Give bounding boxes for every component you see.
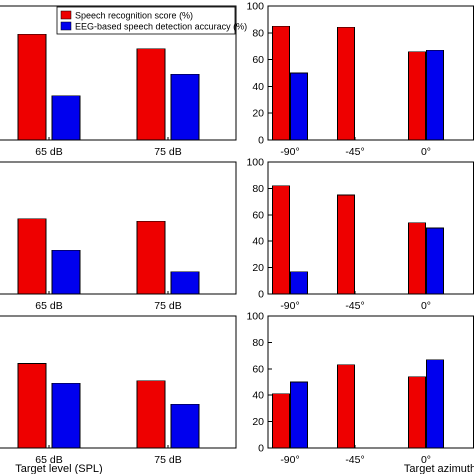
y-tick-label: 20 (252, 416, 264, 428)
y-tick-label: 80 (252, 337, 264, 349)
speech-bar-p4-c1 (272, 185, 290, 295)
x-tick-label: -45° (345, 146, 364, 158)
axis-box (0, 315, 237, 449)
y-tick-label: 0 (258, 289, 264, 301)
axis-box (0, 5, 237, 141)
speech-bar-p6-c1 (272, 393, 290, 449)
x-tick-label: 65 dB (35, 454, 62, 466)
legend-label-eeg: EEG-based speech detection accuracy (%) (75, 22, 247, 32)
x-tick-label: -90° (280, 454, 299, 466)
axis-box (0, 161, 237, 295)
y-tick-label: 60 (252, 363, 264, 375)
x-tick-label: -90° (280, 300, 299, 312)
chart-panel-2: -90° -45° 0° 0 20 40 60 80 100 (246, 1, 474, 158)
y-tick-label: 80 (252, 27, 264, 39)
x-tick-label: 75 dB (154, 454, 181, 466)
x-axis-label: Target azimuth (404, 463, 474, 474)
legend-label-speech: Speech recognition score (%) (75, 11, 193, 21)
y-tick-label: 100 (246, 311, 264, 323)
speech-bar-p4-c2 (337, 194, 355, 295)
y-tick-label: 60 (252, 54, 264, 66)
speech-bar-p2-c2 (337, 27, 355, 141)
speech-bar-p1-c1 (17, 33, 47, 141)
x-tick-label: 75 dB (154, 300, 181, 312)
eeg-bar-p5-c1 (51, 383, 81, 449)
y-tick-label: 80 (252, 183, 264, 195)
eeg-bar-p4-c3 (426, 227, 444, 295)
speech-bar-p6-c2 (337, 364, 355, 449)
eeg-bar-p1-c1 (51, 95, 81, 141)
x-tick-label: -45° (345, 454, 364, 466)
eeg-bar-p1-c2 (170, 74, 200, 141)
speech-bar-p1-c2 (136, 48, 166, 141)
eeg-bar-p6-c3 (426, 359, 444, 449)
chart-panel-6: -90° -45° 0° 0 20 40 60 80 100 Target azimuth (246, 311, 474, 474)
x-tick-label: 0° (421, 146, 431, 158)
eeg-bar-p2-c3 (426, 49, 444, 141)
x-tick-label: -90° (280, 146, 299, 158)
y-tick-label: 40 (252, 236, 264, 248)
legend-box (56, 6, 236, 35)
eeg-bar-p3-c2 (170, 271, 200, 295)
speech-bar-p6-c3 (408, 376, 426, 449)
y-tick-label: 40 (252, 390, 264, 402)
x-tick-label: 75 dB (154, 146, 181, 158)
speech-bar-p2-c3 (408, 51, 426, 141)
chart-panel-5: 65 dB 75 dB Target level (SPL) (0, 315, 237, 474)
x-axis-label: Target level (SPL) (15, 463, 102, 474)
eeg-bar-p5-c2 (170, 404, 200, 449)
y-tick-label: 20 (252, 262, 264, 274)
x-tick-label: -45° (345, 300, 364, 312)
y-tick-label: 100 (246, 1, 264, 13)
y-tick-label: 100 (246, 157, 264, 169)
chart-panel-1: 65 dB 75 dB (0, 5, 237, 158)
y-tick-label: 0 (258, 135, 264, 147)
speech-bar-p2-c1 (272, 25, 290, 141)
eeg-bar-p3-c1 (51, 250, 81, 295)
speech-bar-p5-c1 (17, 363, 47, 449)
y-tick-label: 60 (252, 209, 264, 221)
y-tick-label: 0 (258, 443, 264, 455)
y-tick-label: 40 (252, 81, 264, 93)
speech-bar-p3-c1 (17, 218, 47, 295)
eeg-bar-p4-c1 (290, 271, 308, 295)
x-tick-label: 0° (421, 300, 431, 312)
legend: Speech recognition score (%)EEG-based sp… (56, 6, 247, 35)
y-tick-label: 20 (252, 108, 264, 120)
eeg-bar-p6-c1 (290, 381, 308, 449)
chart-panel-3: 65 dB 75 dB (0, 161, 237, 312)
x-tick-label: 65 dB (35, 146, 62, 158)
eeg-bar-p2-c1 (290, 72, 308, 141)
x-tick-label: 0° (421, 454, 431, 466)
legend-swatch-eeg (60, 21, 72, 31)
chart-panel-4: -90° -45° 0° 0 20 40 60 80 100 (246, 157, 474, 312)
x-tick-label: 65 dB (35, 300, 62, 312)
speech-bar-p3-c2 (136, 221, 166, 295)
legend-swatch-speech (60, 10, 72, 20)
speech-bar-p5-c2 (136, 380, 166, 449)
speech-bar-p4-c3 (408, 222, 426, 295)
